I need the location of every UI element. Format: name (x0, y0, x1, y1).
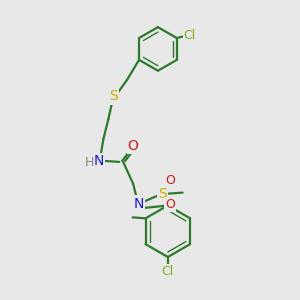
Text: O: O (165, 174, 175, 187)
Text: N: N (93, 154, 103, 168)
Text: S: S (109, 89, 118, 103)
Text: H: H (85, 156, 94, 170)
Text: Cl: Cl (184, 28, 196, 42)
Text: O: O (165, 198, 175, 211)
Text: Cl: Cl (162, 266, 174, 278)
Text: N: N (134, 196, 144, 211)
Text: S: S (158, 187, 167, 201)
Text: O: O (128, 139, 139, 153)
